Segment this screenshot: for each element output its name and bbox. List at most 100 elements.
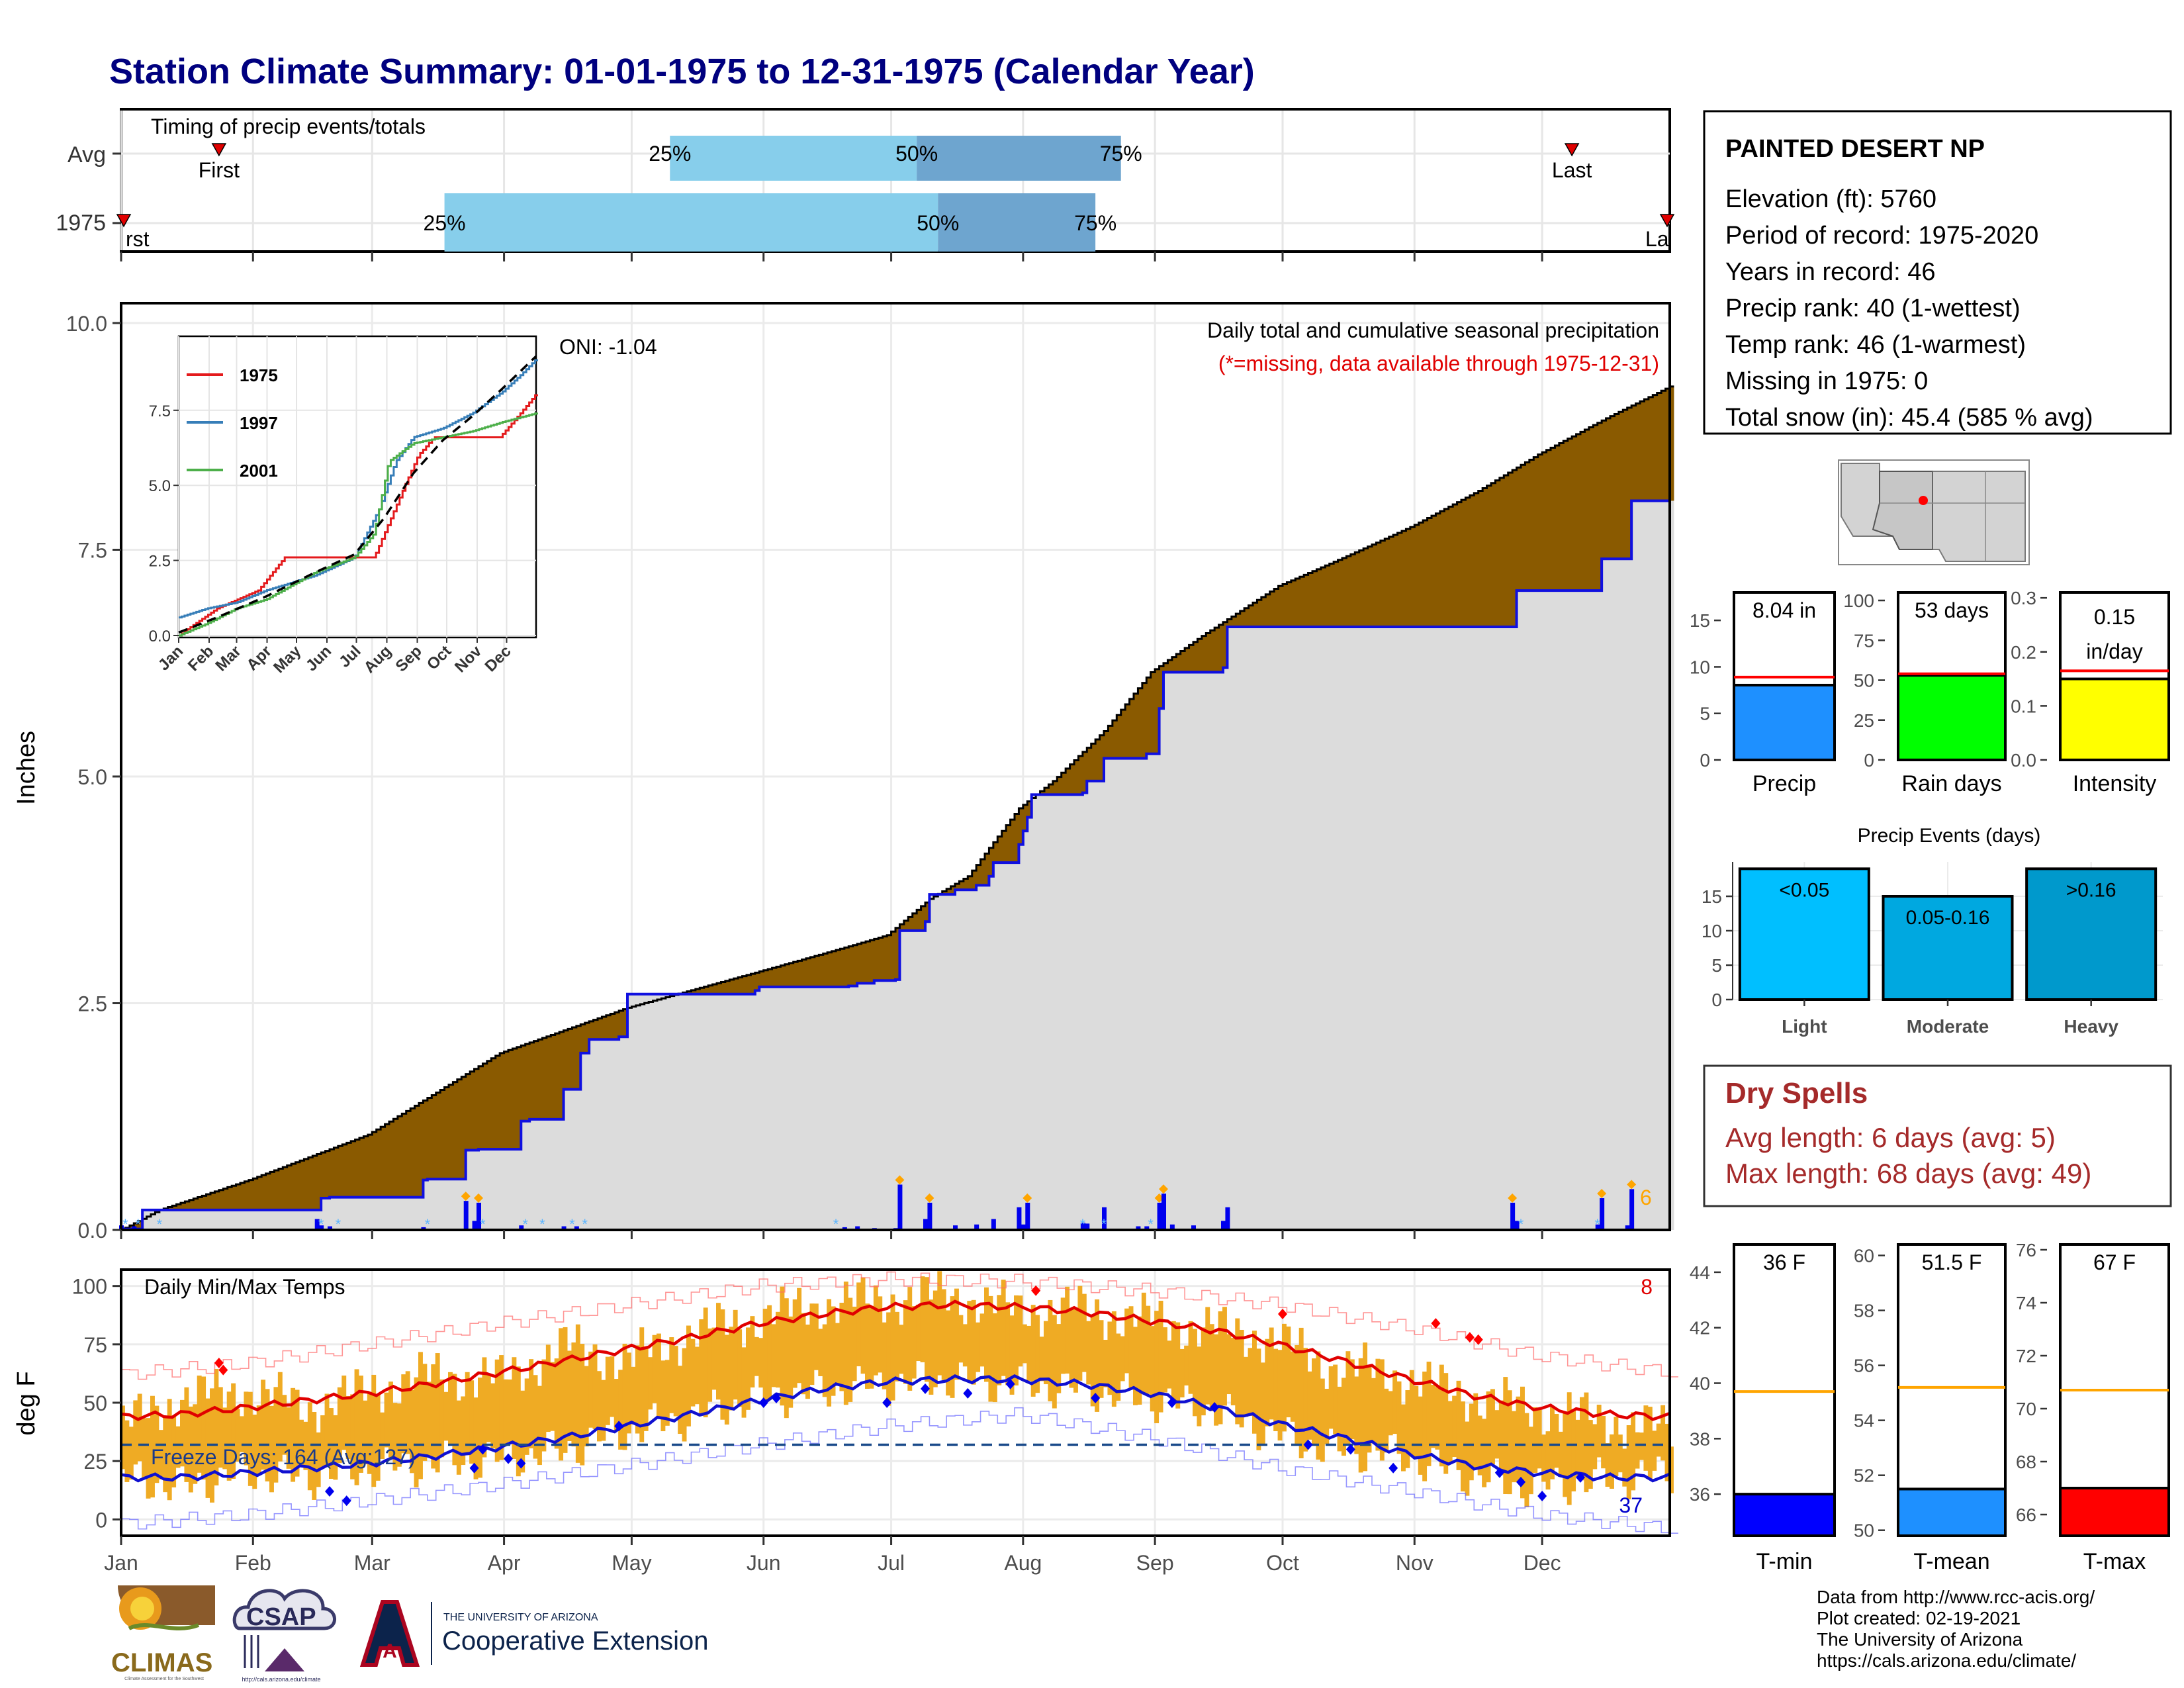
record-low-marker <box>1345 1444 1355 1455</box>
events-y-tick-label: 0 <box>1711 990 1722 1010</box>
daily-temp-range-bar <box>133 1400 138 1465</box>
daily-temp-range-bar <box>1081 1293 1087 1372</box>
daily-temp-range-bar <box>354 1369 359 1485</box>
daily-temp-range-bar <box>1320 1378 1325 1462</box>
summary-intensity-y-tick-label: 0.2 <box>2011 642 2036 663</box>
daily-temp-range-bar <box>1596 1405 1602 1458</box>
daily-temp-range-bar <box>299 1419 304 1466</box>
daily-temp-range-bar <box>1090 1315 1095 1407</box>
summary_tmax-bar <box>2059 1487 2170 1537</box>
daily-temp-range-bar <box>1656 1423 1661 1457</box>
month-label: Dec <box>1524 1551 1561 1575</box>
events-y-tick-label: 10 <box>1702 921 1722 941</box>
inset-legend: 1975 1997 2001 <box>187 365 278 481</box>
timing-panel: 25% 50% 75% 25% 50% 75% First Last rst La Timing … <box>56 108 1675 261</box>
large-event-marker <box>461 1192 471 1201</box>
trace-day-marker: * <box>157 1216 163 1233</box>
daily-temp-range-bar <box>1601 1416 1606 1469</box>
daily-temp-range-bar <box>231 1383 236 1479</box>
daily-temp-range-bar <box>1371 1378 1376 1442</box>
events-category-label: Heavy <box>2064 1016 2118 1037</box>
daily-temp-range-bar <box>1209 1324 1214 1411</box>
daily-temp-range-bar <box>639 1327 645 1442</box>
summary_tmax-y-tick-label: 68 <box>2016 1452 2036 1472</box>
footer-line-2: Plot created: 02-19-2021 <box>1817 1608 2021 1628</box>
daily-temp-range-bar <box>848 1297 853 1402</box>
daily-temp-range-bar <box>1494 1410 1500 1459</box>
precip-note: Daily total and cumulative seasonal prec… <box>1207 318 1659 342</box>
daily-temp-range-bar <box>1026 1325 1032 1381</box>
timing-last-label: Last <box>1552 158 1592 182</box>
daily-temp-range-bar <box>882 1322 887 1389</box>
daily-temp-range-bar <box>201 1376 206 1480</box>
daily-precip-bar <box>1080 1223 1085 1230</box>
trace-day-marker: * <box>1148 1216 1154 1233</box>
precip-y-label: Inches <box>13 731 40 805</box>
daily-temp-range-bar <box>1626 1425 1631 1499</box>
daily-temp-range-bar <box>724 1335 729 1425</box>
record-high-marker <box>1278 1309 1287 1319</box>
precip-y-axis: 0.0 2.5 5.0 7.5 10.0 <box>66 312 1543 1243</box>
daily-precip-bar <box>1161 1194 1166 1230</box>
dry-spells-max: Max length: 68 days (avg: 49) <box>1725 1158 2091 1189</box>
daily-temp-range-bar <box>1282 1323 1287 1432</box>
station-precip-rank: Precip rank: 40 (1-wettest) <box>1725 295 2021 322</box>
precip-difference-area <box>678 902 930 994</box>
summary-precip-y-tick-label: 15 <box>1690 610 1710 631</box>
daily-temp-range-bar <box>286 1407 291 1469</box>
daily-precip-bar <box>1102 1207 1107 1230</box>
record-low-marker <box>504 1453 513 1464</box>
daily-temp-range-bar <box>312 1411 317 1500</box>
daily-temp-range-bar <box>1631 1412 1636 1491</box>
daily-temp-range-bar <box>597 1371 602 1442</box>
daily-temp-range-bar <box>1443 1373 1449 1474</box>
normal-min-line <box>120 1374 1670 1483</box>
daily-temp-range-bar <box>482 1357 487 1458</box>
inset-y-tick-label: 0.0 <box>149 628 171 645</box>
daily-temp-range-bar <box>1614 1417 1619 1476</box>
precip-y-tick-label: 10.0 <box>66 312 107 336</box>
record-low-marker <box>882 1397 892 1408</box>
daily-temp-range-bar <box>754 1336 759 1376</box>
daily-temp-range-bar <box>1214 1334 1219 1426</box>
daily-temp-range-bar <box>1528 1427 1533 1495</box>
daily-temp-range-bar <box>256 1405 261 1476</box>
daily-temp-range-bar <box>1286 1326 1291 1418</box>
daily-temp-range-bar <box>1563 1413 1568 1497</box>
daily-temp-range-bar <box>1384 1388 1389 1453</box>
daily-temp-range-bar <box>954 1288 959 1380</box>
daily-temp-range-bar <box>1150 1326 1155 1412</box>
ua-extension-text: Cooperative Extension <box>442 1626 708 1656</box>
precip-difference-area <box>1036 386 1674 795</box>
daily-precip-bar <box>463 1201 469 1230</box>
daily-precip-bar <box>1025 1202 1030 1230</box>
station-period: Period of record: 1975-2020 <box>1725 222 2038 250</box>
daily-precip-bar <box>1191 1225 1196 1230</box>
daily-temp-range-bar <box>1465 1421 1470 1496</box>
summary-raindays-y-tick-label: 25 <box>1854 710 1874 731</box>
daily-temp-range-bar <box>1439 1364 1444 1467</box>
csap-mountain-icon <box>265 1648 304 1671</box>
daily-temp-range-bar <box>375 1394 381 1481</box>
daily-temp-range-bar <box>1060 1297 1066 1374</box>
daily-temp-range-bar <box>776 1311 780 1388</box>
record-min-line <box>121 1407 1678 1534</box>
daily-temp-range-bar <box>1188 1321 1193 1394</box>
daily-precip-bar <box>927 1202 933 1230</box>
record-low-marker <box>1303 1439 1313 1450</box>
daily-temp-range-bar <box>563 1327 568 1453</box>
daily-temp-range-bar <box>907 1287 913 1391</box>
daily-precip-bar <box>1225 1207 1230 1230</box>
record-high-marker <box>1031 1285 1041 1296</box>
daily-temp-range-bar <box>486 1374 491 1442</box>
daily-temp-range-bar <box>448 1372 453 1446</box>
month-label: Nov <box>1396 1551 1433 1575</box>
daily-temp-range-bar <box>1235 1318 1240 1425</box>
daily-temp-range-bar <box>363 1400 368 1465</box>
timing-first-label-cut: rst <box>126 227 150 251</box>
daily-temp-range-bar <box>1226 1334 1232 1395</box>
daily-temp-range-bar <box>1363 1342 1368 1472</box>
daily-temp-range-bar <box>1610 1434 1614 1489</box>
csap-cloud-icon <box>232 1589 336 1630</box>
